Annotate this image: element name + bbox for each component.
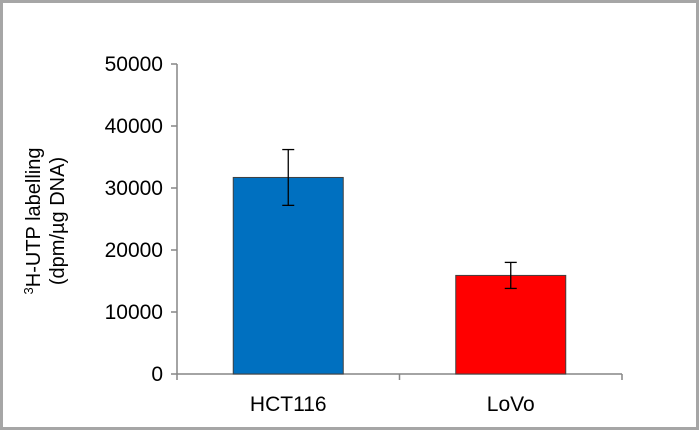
bars [232, 176, 567, 375]
y-axis-title: 3H-UTP labelling [21, 148, 46, 295]
bar-lovo [455, 274, 567, 375]
y-axis-title-line1: H-UTP labelling [23, 148, 45, 288]
y-tick-label: 10000 [105, 301, 163, 324]
x-tick-label: HCT116 [250, 393, 327, 416]
y-axis-title-units: (dpm/µg DNA) [47, 157, 69, 285]
error-bars [282, 148, 517, 290]
y-ticks: 0 10000 20000 30000 40000 50000 [105, 53, 177, 386]
y-tick-label: 50000 [105, 53, 163, 76]
y-tick-label: 30000 [105, 177, 163, 200]
y-tick-label: 20000 [105, 239, 163, 262]
y-tick-label: 40000 [105, 115, 163, 138]
bar-hct116 [232, 176, 344, 375]
y-tick-label: 0 [151, 363, 163, 386]
x-tick-label: LoVo [487, 393, 535, 416]
y-axis-title-superscript: 3 [21, 287, 36, 294]
x-labels: HCT116 LoVo [250, 393, 535, 416]
